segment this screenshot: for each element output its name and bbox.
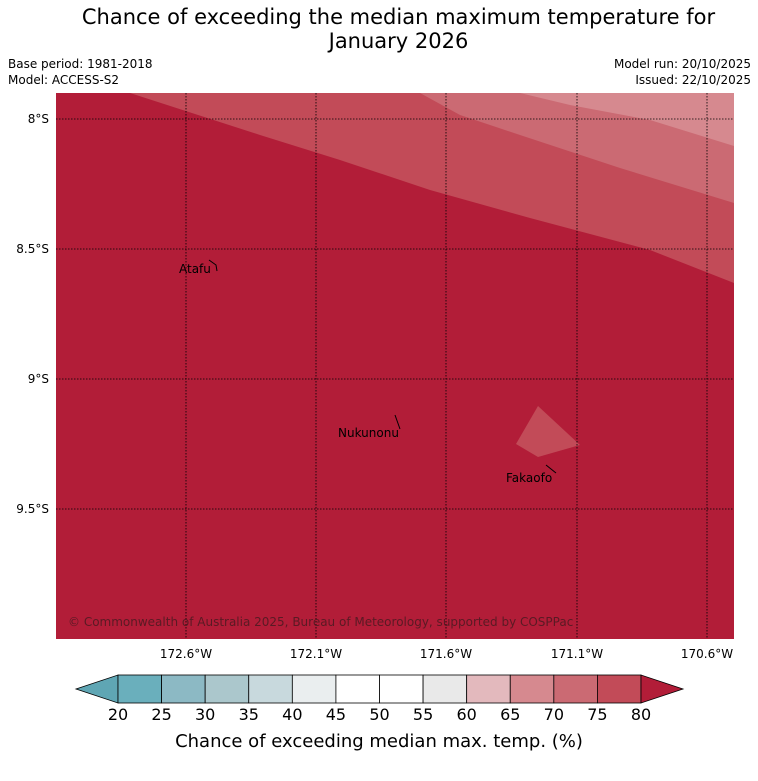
- colorbar-tick-label: 35: [239, 705, 259, 724]
- colorbar-tick-label: 40: [282, 705, 302, 724]
- model-name: Model: ACCESS-S2: [8, 73, 120, 87]
- colorbar-extend-low: [74, 674, 119, 704]
- colorbar-segment: [597, 674, 642, 704]
- colorbar-tick-label: 75: [587, 705, 607, 724]
- colorbar-segment: [553, 674, 598, 704]
- latitude-labels: 8°S 8.5°S 9°S 9.5°S: [16, 112, 49, 516]
- copyright-note: © Commonwealth of Australia 2025, Bureau…: [68, 615, 573, 629]
- meta-right: Model run: 20/10/2025 Issued: 22/10/2025: [614, 56, 751, 88]
- atafu-outline: [208, 259, 218, 272]
- lon-label: 172.1°W: [290, 647, 342, 661]
- place-atafu: Atafu: [179, 262, 211, 276]
- colorbar-tick-label: 65: [500, 705, 520, 724]
- colorbar: 20 25 30 35 40 45 50 55 60 65 70 75 80: [74, 674, 685, 724]
- colorbar-tick-label: 25: [151, 705, 171, 724]
- colorbar-tick-label: 50: [369, 705, 389, 724]
- fakaofo-outline: [545, 464, 557, 474]
- colorbar-segment: [335, 674, 380, 704]
- map-panel: Atafu Nukunonu Fakaofo © Commonwealth of…: [56, 93, 734, 639]
- colorbar-segment: [291, 674, 337, 704]
- colorbar-segment: [466, 674, 511, 704]
- lon-label: 171.1°W: [551, 647, 603, 661]
- colorbar-segment: [161, 674, 206, 704]
- colorbar-tick-label: 20: [108, 705, 128, 724]
- lat-label: 9°S: [28, 372, 49, 386]
- nukunonu-outline: [394, 414, 401, 430]
- zone-65-70: [520, 93, 734, 146]
- title-line-1: Chance of exceeding the median maximum t…: [81, 5, 716, 29]
- lon-label: 172.6°W: [160, 647, 212, 661]
- colorbar-tick-label: 80: [631, 705, 651, 724]
- lon-label: 171.6°W: [420, 647, 472, 661]
- model-run: Model run: 20/10/2025: [613, 57, 751, 71]
- title-line-2: January 2026: [328, 29, 469, 53]
- colorbar-segment: [379, 674, 424, 704]
- colorbar-segment: [509, 674, 555, 704]
- colorbar-segment: [204, 674, 250, 704]
- issued-date: Issued: 22/10/2025: [635, 73, 751, 87]
- colorbar-segment: [248, 674, 293, 704]
- colorbar-tick-label: 60: [456, 705, 476, 724]
- map-title: Chance of exceeding the median maximum t…: [0, 5, 758, 53]
- lat-label: 9.5°S: [16, 502, 49, 516]
- colorbar-tick-label: 30: [195, 705, 215, 724]
- colorbar-title: Chance of exceeding median max. temp. (%…: [175, 731, 583, 752]
- place-fakaofo: Fakaofo: [506, 471, 552, 485]
- colorbar-extend-high: [640, 674, 685, 704]
- meta-left: Base period: 1981-2018 Model: ACCESS-S2: [8, 56, 153, 88]
- lat-label: 8.5°S: [16, 242, 49, 256]
- base-period: Base period: 1981-2018: [8, 57, 153, 71]
- gridlines: [56, 93, 734, 639]
- place-nukunonu: Nukunonu: [338, 426, 399, 440]
- colorbar-segment: [422, 674, 468, 704]
- colorbar-tick-label: 45: [326, 705, 346, 724]
- lon-label: 170.6°W: [681, 647, 733, 661]
- colorbar-tick-label: 55: [413, 705, 433, 724]
- zone-75-80-patch: [516, 406, 580, 457]
- colorbar-segment: [117, 674, 162, 704]
- colorbar-tick-label: 70: [544, 705, 564, 724]
- longitude-labels: 172.6°W 172.1°W 171.6°W 171.1°W 170.6°W: [160, 647, 733, 661]
- lat-label: 8°S: [28, 112, 49, 126]
